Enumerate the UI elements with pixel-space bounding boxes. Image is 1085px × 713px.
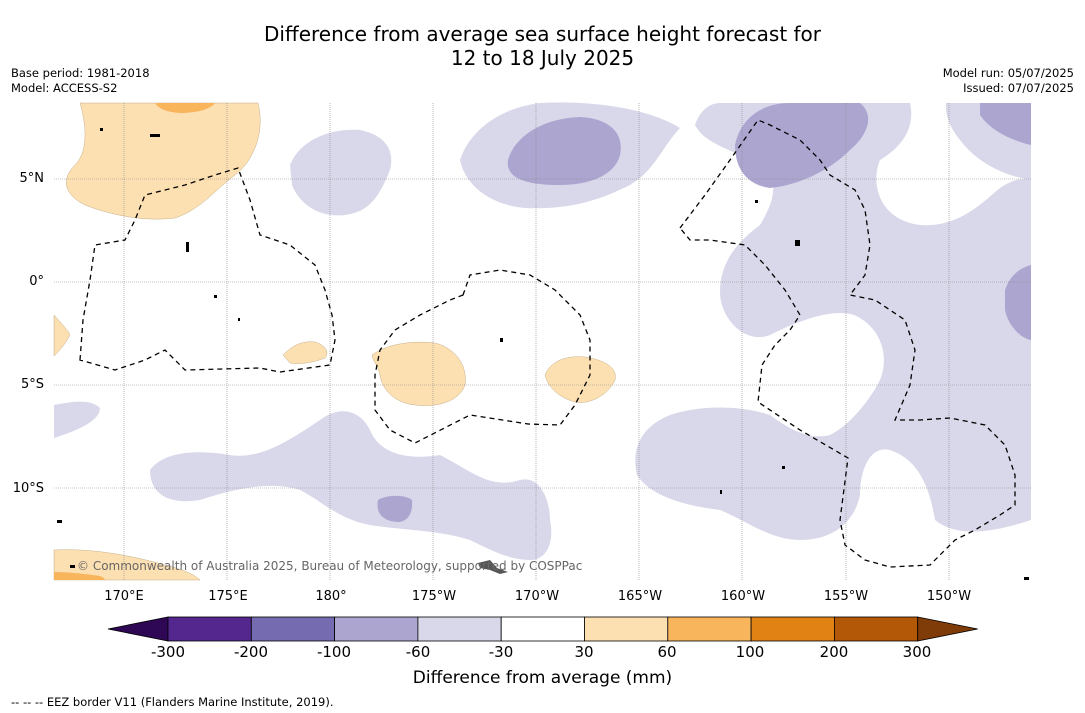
colorbar-tick: 200 <box>819 643 849 661</box>
anomaly-area <box>150 411 552 560</box>
lon-label: 165°W <box>617 589 663 604</box>
colorbar-segment <box>250 616 336 642</box>
anomaly-area <box>980 103 1031 145</box>
colorbar <box>107 616 978 642</box>
anomaly-area <box>53 549 201 581</box>
meta-right: Model run: 05/07/2025 Issued: 07/07/2025 <box>943 66 1074 96</box>
island <box>782 466 785 469</box>
lon-label: 170°E <box>104 589 144 604</box>
island <box>70 565 75 568</box>
colorbar-segment <box>834 616 919 642</box>
anomaly-area <box>635 103 1031 540</box>
eez-footnote: -- -- -- EEZ border V11 (Flanders Marine… <box>11 695 334 709</box>
island <box>186 242 189 252</box>
anomaly-area <box>54 572 105 580</box>
base-period: Base period: 1981-2018 <box>11 66 150 80</box>
anomaly-area <box>544 356 616 403</box>
colorbar-segment <box>500 616 585 642</box>
colorbar-tick: -30 <box>488 643 514 661</box>
island <box>214 295 217 298</box>
chart-title-line1: Difference from average sea surface heig… <box>263 22 822 46</box>
positive-anomaly-areas <box>53 102 616 581</box>
lat-label-5n: 5°N <box>19 171 45 186</box>
lon-label: 160°W <box>720 589 766 604</box>
island <box>795 240 800 246</box>
colorbar-tick: -60 <box>405 643 431 661</box>
island <box>100 128 103 131</box>
lon-label: 150°W <box>926 589 972 604</box>
colorbar-segment <box>334 616 419 642</box>
island <box>57 520 62 523</box>
lat-label-10s: 10°S <box>12 481 44 496</box>
island <box>500 338 503 342</box>
island <box>720 490 722 494</box>
anomaly-area <box>1005 265 1031 340</box>
colorbar-tick: 100 <box>735 643 765 661</box>
chart-title: Difference from average sea surface heig… <box>0 22 1085 70</box>
colorbar-title: Difference from average (mm) <box>412 668 673 688</box>
lat-label-5s: 5°S <box>20 377 44 392</box>
eez-border <box>679 119 1016 568</box>
eez-borders <box>79 119 1016 568</box>
anomaly-area <box>53 314 71 357</box>
copyright-text: © Commonwealth of Australia 2025, Bureau… <box>77 559 582 573</box>
colorbar-extend-high <box>917 616 978 642</box>
lat-label-0: 0° <box>29 274 44 289</box>
colorbar-tick: -200 <box>233 643 269 661</box>
colorbar-tick: 300 <box>902 643 932 661</box>
anomaly-area <box>54 401 100 438</box>
anomaly-area <box>155 103 215 113</box>
colorbar-segment <box>750 616 835 642</box>
colorbar-tick: 30 <box>574 643 594 661</box>
colorbar-segment <box>584 616 669 642</box>
map-panel: © Commonwealth of Australia 2025, Bureau… <box>53 102 1031 581</box>
colorbar-segment <box>417 616 502 642</box>
colorbar-tick: -300 <box>150 643 186 661</box>
colorbar-extend-low <box>107 616 169 642</box>
gridlines <box>54 103 1031 580</box>
lon-label: 175°W <box>411 589 457 604</box>
colorbar-segment <box>667 616 752 642</box>
positive-anomaly-strong-areas <box>54 103 215 580</box>
colorbar-tick: 60 <box>657 643 677 661</box>
meta-left: Base period: 1981-2018 Model: ACCESS-S2 <box>11 66 150 96</box>
island <box>238 318 240 321</box>
islands <box>57 128 1029 580</box>
eez-border <box>79 167 336 373</box>
lon-label: 155°W <box>823 589 869 604</box>
eez-border <box>374 269 591 444</box>
anomaly-area <box>282 341 328 364</box>
anomaly-area <box>290 129 392 216</box>
island <box>755 200 758 203</box>
island <box>478 560 508 574</box>
island <box>150 134 160 137</box>
chart-title-line2: 12 to 18 July 2025 <box>450 46 635 70</box>
lon-label: 175°E <box>208 589 248 604</box>
lon-label: 180° <box>315 589 347 604</box>
anomaly-area <box>371 341 466 406</box>
island <box>1024 577 1029 580</box>
colorbar-segment <box>167 616 252 642</box>
model-run: Model run: 05/07/2025 <box>942 66 1074 80</box>
lon-label: 170°W <box>514 589 560 604</box>
issued-date: Issued: 07/07/2025 <box>963 81 1074 95</box>
model-name: Model: ACCESS-S2 <box>11 81 118 95</box>
colorbar-tick: -100 <box>316 643 352 661</box>
anomaly-area <box>377 495 413 522</box>
